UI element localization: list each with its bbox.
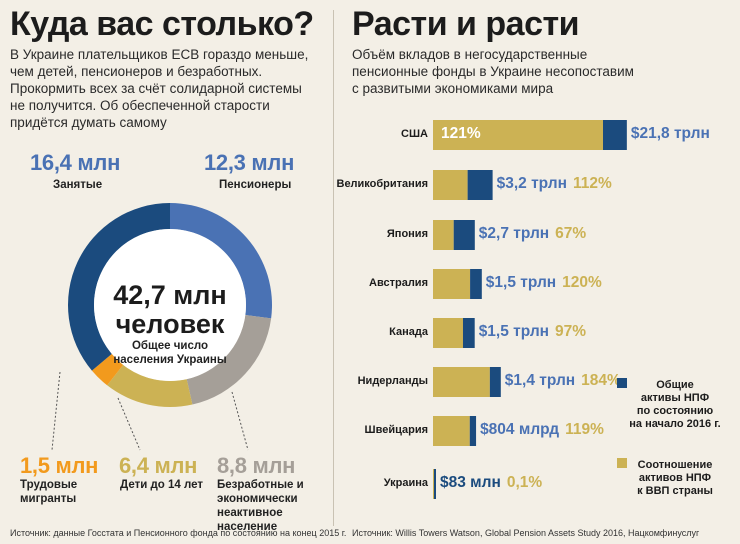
country-label-1: Великобритания — [336, 178, 429, 190]
bar-assets-7 — [434, 469, 436, 499]
legend-swatch-gdp — [617, 458, 627, 468]
legend-assets-line: на начало 2016 г. — [629, 418, 721, 430]
right-lead: Объём вкладов в негосударственные пенсион… — [352, 46, 722, 97]
slice-label-unemployed: Безработные и экономически неактивное на… — [217, 479, 304, 533]
legend-gdp-line: к ВВП страны — [637, 485, 713, 497]
gdp-value-3: 120% — [562, 274, 602, 291]
slice-value-children: 6,4 млн — [119, 453, 198, 478]
leader-line-1 — [117, 397, 141, 451]
asset-value-1: $3,2 трлн — [496, 175, 567, 192]
bar-gdp-2 — [433, 220, 454, 250]
left-lead: В Украине плательщиков ЕСВ гораздо меньш… — [10, 46, 330, 131]
asset-value-6: $804 млрд — [480, 421, 560, 438]
country-label-2: Япония — [386, 228, 428, 240]
slice-value-unemployed: 8,8 млн — [217, 453, 296, 478]
country-label-6: Швейцария — [364, 424, 428, 436]
bar-assets-6 — [469, 416, 477, 446]
asset-value-2: $2,7 трлн — [478, 225, 550, 242]
gdp-value-5: 184% — [581, 372, 621, 389]
asset-value-4: $1,5 трлн — [478, 323, 550, 340]
country-label-0: США — [401, 128, 428, 140]
donut-hole — [94, 229, 246, 381]
slice-label-children: Дети до 14 лет — [120, 479, 204, 491]
gdp-value-4: 97% — [555, 323, 587, 340]
center-caption-line: Общее число — [131, 340, 209, 352]
gdp-value-6: 119% — [565, 421, 604, 438]
legend-label-gdp: Соотношение активов НПФ к ВВП страны — [620, 459, 730, 498]
bar-gdp-3 — [433, 269, 471, 299]
gdp-value-1: 112% — [572, 175, 612, 192]
bar-assets-5 — [489, 367, 501, 397]
bar-assets-1 — [467, 170, 493, 200]
donut-slice-4 — [91, 353, 124, 386]
bar-gdp-0 — [433, 120, 603, 150]
right-title: Расти и расти — [352, 5, 580, 43]
asset-value-0: $21,8 трлн — [630, 125, 710, 142]
left-title: Куда вас столько? — [10, 5, 314, 43]
leader-line-0 — [51, 371, 61, 451]
asset-value-5: $1,4 трлн — [504, 372, 576, 389]
center-total: 42,7 млн — [113, 280, 227, 310]
right-lead-line: Объём вкладов в негосударственные — [352, 47, 588, 62]
bar-assets-4 — [462, 318, 475, 348]
left-source: Источник: данные Госстата и Пенсионного … — [10, 528, 347, 538]
legend-assets-line: Общие — [656, 379, 694, 391]
bar-gdp-1 — [433, 170, 468, 200]
bar-gdp-7 — [433, 469, 434, 499]
bar-gdp-5 — [433, 367, 490, 397]
gdp-value-2: 67% — [555, 225, 587, 242]
donut-slice-3 — [107, 364, 193, 407]
left-lead-line: В Украине плательщиков ЕСВ гораздо меньш… — [10, 47, 309, 62]
donut-chart — [51, 203, 272, 451]
country-label-3: Австралия — [369, 277, 428, 289]
asset-value-7: $83 млн — [440, 474, 501, 491]
left-lead-line: не получится. Об обеспеченной старости — [10, 98, 270, 113]
slice-label-pensioners: Пенсионеры — [219, 179, 292, 191]
asset-value-3: $1,5 трлн — [485, 274, 557, 291]
slice-label-employed: Занятые — [53, 179, 103, 191]
donut-slice-0 — [68, 203, 170, 371]
legend-gdp-line: Соотношение — [637, 459, 713, 471]
right-lead-line: с развитыми экономиками мира — [352, 81, 554, 96]
divider — [333, 10, 334, 526]
slice-value-employed: 16,4 млн — [30, 150, 121, 175]
left-lead-line: придётся думать самому — [10, 115, 167, 130]
bar-gdp-4 — [433, 318, 463, 348]
donut-slice-1 — [170, 203, 272, 319]
donut-slice-2 — [186, 314, 272, 405]
legend-assets-line: активы НПФ — [640, 392, 710, 404]
gdp-value-7: 0,1% — [506, 474, 543, 491]
slice-label-migrants: Трудовые мигранты — [20, 479, 78, 505]
legend-assets-line: по состоянию — [636, 405, 714, 417]
country-label-5: Нидерланды — [357, 375, 428, 387]
left-lead-line: Прокормить всех за счёт солидарной систе… — [10, 81, 302, 96]
center-unit: человек — [115, 309, 225, 339]
bar-gdp-6 — [433, 416, 470, 446]
right-source: Источник: Willis Towers Watson, Global P… — [352, 528, 700, 538]
left-lead-line: чем детей, пенсионеров и безработных. — [10, 64, 263, 79]
center-caption-line: населения Украины — [113, 354, 227, 366]
bar-assets-3 — [470, 269, 482, 299]
legend-swatch-assets — [617, 378, 627, 388]
slice-value-migrants: 1,5 млн — [20, 453, 99, 478]
right-lead-line: пенсионные фонды в Украине несопоставим — [352, 64, 634, 79]
country-label-4: Канада — [389, 326, 428, 338]
legend-gdp-line: активов НПФ — [638, 472, 712, 484]
gdp-value-0: 121% — [441, 125, 481, 142]
center-caption: Общее число населения Украины — [96, 339, 244, 367]
legend-label-assets: Общие активы НПФ по состоянию на начало 201… — [620, 379, 730, 431]
slice-value-pensioners: 12,3 млн — [204, 150, 295, 175]
country-label-7: Украина — [383, 477, 428, 489]
bar-assets-2 — [453, 220, 475, 250]
bar-assets-0 — [603, 120, 627, 150]
